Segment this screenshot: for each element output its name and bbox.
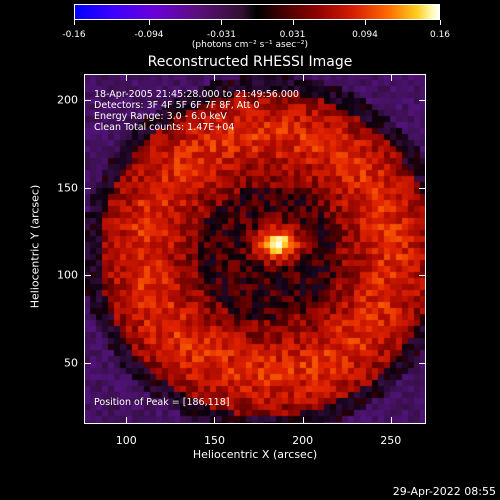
info-peak: Position of Peak = [186,118]: [94, 397, 230, 408]
x-tick-mark: [390, 74, 392, 81]
colorbar-tick-mark: [74, 20, 75, 25]
x-tick-label: 200: [292, 434, 314, 447]
colorbar-tick-mark: [364, 20, 366, 25]
heatmap-canvas: [84, 74, 426, 424]
heatmap-plot[interactable]: [84, 74, 426, 424]
y-tick-mark: [84, 187, 91, 189]
chart-title: Reconstructed RHESSI Image: [147, 54, 353, 70]
colorbar-tick-mark: [292, 20, 294, 25]
y-tick-mark: [419, 100, 426, 102]
colorbar-tick-label: 0.094: [352, 30, 378, 40]
colorbar-tick-label: -0.16: [62, 30, 86, 40]
x-tick-mark: [214, 417, 216, 424]
y-tick-mark: [419, 362, 426, 364]
y-tick-mark: [84, 362, 91, 364]
colorbar-tick-mark: [221, 20, 223, 25]
x-tick-mark: [214, 74, 216, 81]
x-tick-mark: [302, 74, 304, 81]
x-tick-mark: [126, 417, 128, 424]
colorbar-tick-label: 0.16: [429, 30, 451, 40]
colorbar-units: (photons cm⁻² s⁻¹ asec⁻²): [191, 40, 309, 50]
info-time: 18-Apr-2005 21:45:28.000 to 21:49:56.000: [94, 89, 299, 100]
x-tick-mark: [390, 417, 392, 424]
x-tick-label: 250: [380, 434, 402, 447]
y-tick-mark: [419, 187, 426, 189]
y-tick-label: 50: [64, 356, 78, 370]
y-axis-label: Heliocentric Y (arcsec): [28, 184, 42, 309]
info-detectors: Detectors: 3F 4F 5F 6F 7F 8F, Att 0: [94, 100, 260, 111]
x-tick-label: 150: [203, 434, 225, 447]
colorbar: [74, 4, 440, 20]
y-tick-label: 100: [57, 268, 78, 282]
timestamp: 29-Apr-2022 08:55: [392, 485, 496, 498]
colorbar-tick-mark: [440, 20, 441, 25]
colorbar-tick-mark: [149, 20, 151, 25]
y-tick-label: 200: [57, 93, 78, 107]
colorbar-tick-label: -0.031: [206, 30, 236, 40]
colorbar-tick-label: 0.031: [279, 30, 306, 40]
colorbar-tick-label: -0.094: [134, 30, 164, 40]
x-axis-label: Heliocentric X (arcsec): [192, 448, 318, 461]
y-tick-mark: [84, 100, 91, 102]
info-energy: Energy Range: 3.0 - 6.0 keV: [94, 111, 227, 122]
info-clean: Clean Total counts: 1.47E+04: [94, 122, 235, 133]
y-tick-mark: [419, 275, 426, 277]
x-tick-mark: [302, 417, 304, 424]
x-tick-label: 100: [115, 434, 137, 447]
y-tick-mark: [84, 275, 91, 277]
x-tick-mark: [126, 74, 128, 81]
y-tick-label: 150: [57, 181, 78, 195]
